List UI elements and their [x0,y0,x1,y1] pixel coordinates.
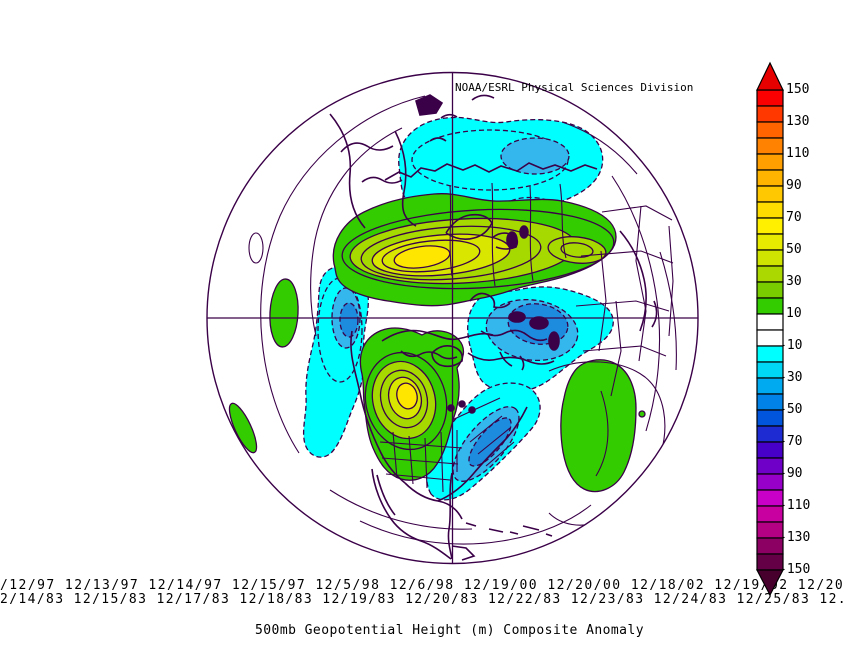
coast-baltic-blob [507,232,517,248]
region-pacific-core [340,303,358,337]
region-atlantic-green-dot [639,411,645,417]
coast-black-sea [530,317,548,329]
region-pacific-negative [304,267,369,457]
colorbar-tick-label: 10 [786,306,802,322]
coast-caribbean-island [546,534,552,536]
coast-arctic-islands [362,177,402,183]
coast-arctic-islands [472,95,494,100]
composite-dates-row2: 2/14/83 12/15/83 12/17/83 12/18/83 12/19… [0,592,847,607]
composite-dates-row1: /12/97 12/13/97 12/14/97 12/15/97 12/5/9… [0,578,847,593]
colorbar-tick-label: 50 [786,242,802,258]
colorbar-tick-label: -50 [779,402,802,418]
colorbar-tick-label: -90 [779,466,802,482]
colorbar-tick-label: -130 [779,530,810,546]
colorbar-tick-label: -30 [779,370,802,386]
coast-cuba [489,529,503,532]
coast-caribbean-island [510,532,518,534]
graticule [207,72,699,564]
coast-yucatan [452,546,474,560]
asia-border [669,226,673,336]
colorbar-tick-label: 110 [786,146,809,162]
noaa-composite-anomaly-plot: NOAA/ESRL Physical Sciences Division /12… [0,0,847,655]
plot-title: NOAA/ESRL Physical Sciences Division [455,81,693,94]
asia-border [602,206,672,220]
coast-japan [652,301,657,327]
coast-black-sea [509,312,525,322]
coast-great-lake [459,401,465,407]
colorbar-tick-label: -70 [779,434,802,450]
coast-east-asia [620,231,646,331]
asia-border [583,346,666,356]
coast-caribbean-island [466,523,476,526]
colorbar-tick-label: 130 [786,114,809,130]
colorbar-tick-label: -10 [779,338,802,354]
colorbar-tick-label: 90 [786,178,802,194]
plot-caption: 500mb Geopotential Height (m) Composite … [255,623,644,638]
colorbar-tick-label: 70 [786,210,802,226]
anomaly-map [0,0,847,655]
coast-island-filled [416,95,442,115]
colorbar-tick-label: -110 [779,498,810,514]
region-pacific-green-patch [268,278,300,347]
region-southwest-green-sliver [224,400,261,456]
colorbar-tick-label: 30 [786,274,802,290]
coast-baja [377,475,395,515]
coast-caribbean-island [523,526,539,530]
colorbar-tick-label: 150 [786,82,809,98]
contour-loop [249,233,263,263]
colorbar-tick-label: -150 [779,562,810,578]
coast-caspian-sea [549,332,559,350]
coast-baltic-blob [520,226,528,238]
